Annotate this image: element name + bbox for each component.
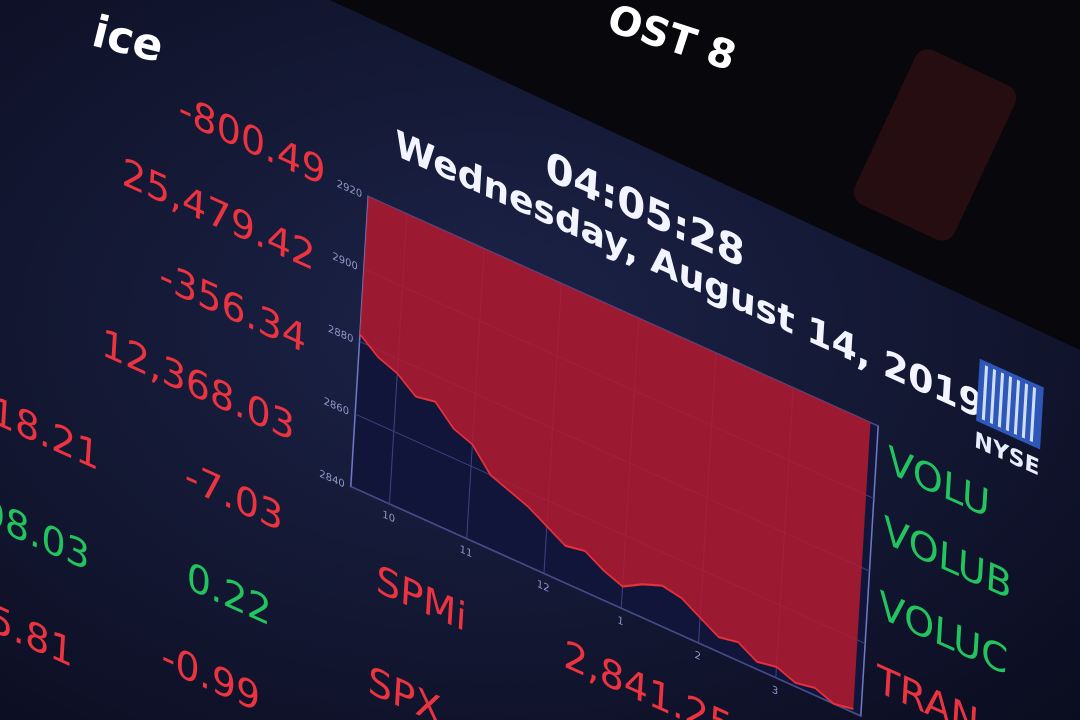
background-blur [853, 49, 1017, 241]
x-tick-label: 2 [694, 649, 701, 663]
nyse-logo-lines [981, 365, 1037, 443]
x-tick-label: 1 [617, 614, 624, 628]
x-tick-label: 10 [382, 508, 395, 525]
x-tick-label: 3 [771, 684, 778, 698]
price-line [359, 333, 854, 710]
x-tick-label: 12 [536, 578, 549, 595]
area-fill [359, 196, 871, 709]
x-tick-label: 11 [459, 543, 472, 560]
upper-dark-area [330, 0, 1080, 350]
